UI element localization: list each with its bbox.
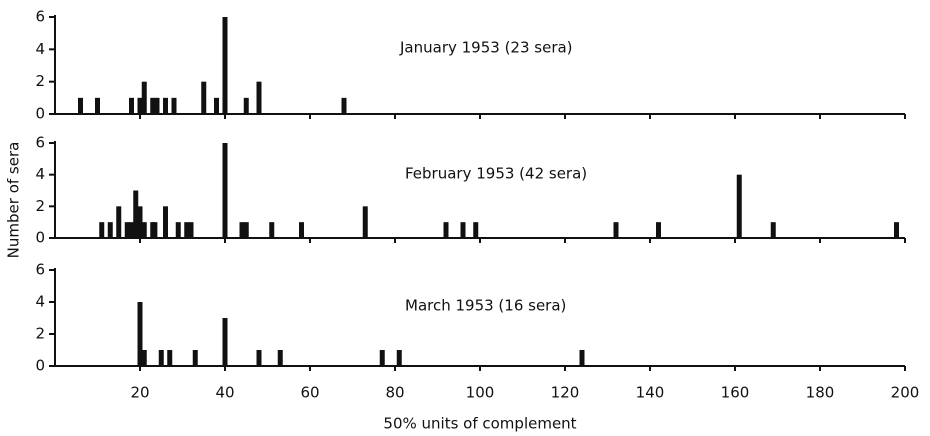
y-tick-label: 0	[35, 229, 45, 247]
bar	[133, 190, 139, 238]
bar	[152, 222, 158, 238]
bar	[656, 222, 661, 238]
y-tick-label: 4	[35, 40, 45, 58]
bar	[129, 97, 134, 114]
bar	[222, 318, 228, 366]
bar	[137, 206, 143, 238]
bar	[163, 206, 168, 238]
x-tick-label: 40	[215, 384, 234, 402]
y-tick-label: 4	[35, 165, 45, 183]
y-tick-label: 6	[35, 134, 45, 152]
bar	[277, 350, 283, 366]
y-tick-label: 2	[35, 325, 45, 343]
bar	[243, 97, 249, 114]
bar	[188, 222, 194, 238]
bar	[256, 81, 262, 114]
bar	[141, 350, 147, 366]
bar	[184, 222, 190, 238]
x-tick-label: 180	[806, 384, 835, 402]
bar	[443, 222, 449, 238]
bar	[269, 222, 275, 238]
bar	[171, 97, 177, 114]
bar	[175, 222, 181, 238]
bar	[770, 222, 776, 238]
y-tick-label: 6	[35, 261, 45, 279]
x-tick-label: 200	[891, 384, 920, 402]
bar	[362, 206, 368, 238]
y-tick-label: 0	[35, 357, 45, 375]
bar	[222, 143, 228, 238]
x-tick-label: 80	[385, 384, 404, 402]
bar	[129, 222, 134, 238]
x-tick-label: 60	[300, 384, 319, 402]
bar	[579, 350, 585, 366]
bar	[78, 97, 83, 114]
bar	[214, 97, 219, 114]
x-axis-label: 50% units of complement	[383, 415, 576, 433]
bar	[396, 350, 402, 366]
bar	[341, 97, 347, 114]
bar	[141, 81, 147, 114]
x-tick-label: 140	[636, 384, 665, 402]
bar	[163, 97, 168, 114]
bar	[613, 222, 619, 238]
y-tick-label: 6	[35, 8, 45, 26]
bar	[201, 81, 207, 114]
x-tick-label: 120	[551, 384, 580, 402]
bar	[256, 350, 262, 366]
panel-title: February 1953 (42 sera)	[405, 165, 587, 183]
bar	[192, 350, 198, 366]
bar	[137, 97, 143, 114]
bar	[154, 97, 160, 114]
panel-title: March 1953 (16 sera)	[405, 297, 566, 315]
bar	[167, 350, 173, 366]
bar	[243, 222, 249, 238]
bar	[124, 222, 130, 238]
bar	[150, 97, 156, 114]
bar	[222, 17, 228, 114]
y-tick-label: 2	[35, 197, 45, 215]
bar	[158, 350, 164, 366]
y-tick-label: 2	[35, 72, 45, 90]
bar	[894, 222, 899, 238]
bar	[239, 222, 245, 238]
panel-title: January 1953 (23 sera)	[399, 39, 573, 57]
bar	[379, 350, 385, 366]
bar	[95, 97, 100, 114]
y-tick-label: 0	[35, 105, 45, 123]
x-tick-label: 100	[466, 384, 495, 402]
bar	[99, 222, 105, 238]
bar	[299, 222, 304, 238]
y-tick-label: 4	[35, 293, 45, 311]
bar	[107, 222, 113, 238]
bar	[460, 222, 466, 238]
bar	[736, 174, 742, 238]
x-tick-label: 20	[130, 384, 149, 402]
x-tick-label: 160	[721, 384, 750, 402]
bar	[137, 302, 143, 366]
bar	[473, 222, 479, 238]
y-axis-label: Number of sera	[5, 142, 23, 259]
bar	[141, 222, 147, 238]
bar	[116, 206, 122, 238]
